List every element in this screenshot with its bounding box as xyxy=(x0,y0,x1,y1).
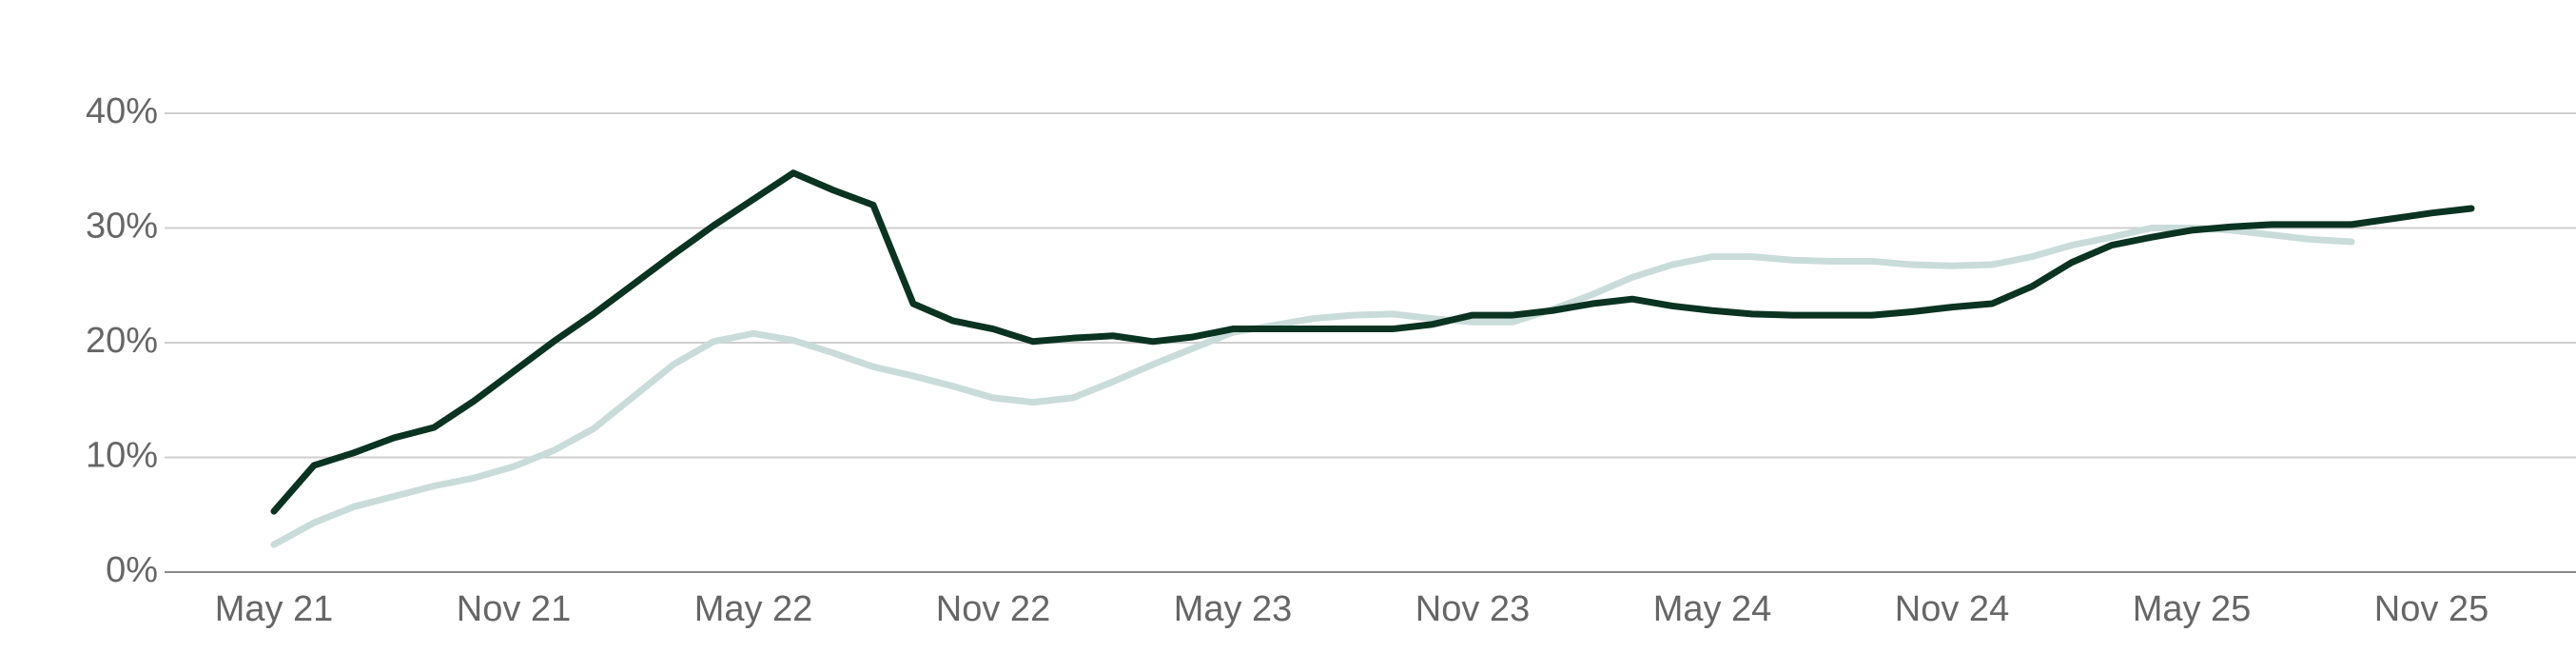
x-tick-label: May 24 xyxy=(1653,589,1772,629)
x-tick-label: Nov 23 xyxy=(1415,589,1530,629)
series-line xyxy=(270,169,2475,515)
x-tick-label: Nov 25 xyxy=(2374,589,2488,629)
x-tick-label: May 21 xyxy=(215,589,334,629)
y-tick-label: 10% xyxy=(86,436,158,476)
y-tick-label: 40% xyxy=(86,91,158,131)
x-tick-label: Nov 21 xyxy=(457,589,571,629)
y-tick-label: 30% xyxy=(86,207,158,247)
x-tick-label: May 22 xyxy=(694,589,813,629)
y-tick-label: 0% xyxy=(106,550,158,590)
y-tick-label: 20% xyxy=(86,321,158,361)
x-tick-label: Nov 22 xyxy=(936,589,1050,629)
x-tick-label: May 23 xyxy=(1174,589,1293,629)
series-line xyxy=(270,225,2355,548)
x-tick-label: May 25 xyxy=(2133,589,2252,629)
x-tick-label: Nov 24 xyxy=(1895,589,2009,629)
